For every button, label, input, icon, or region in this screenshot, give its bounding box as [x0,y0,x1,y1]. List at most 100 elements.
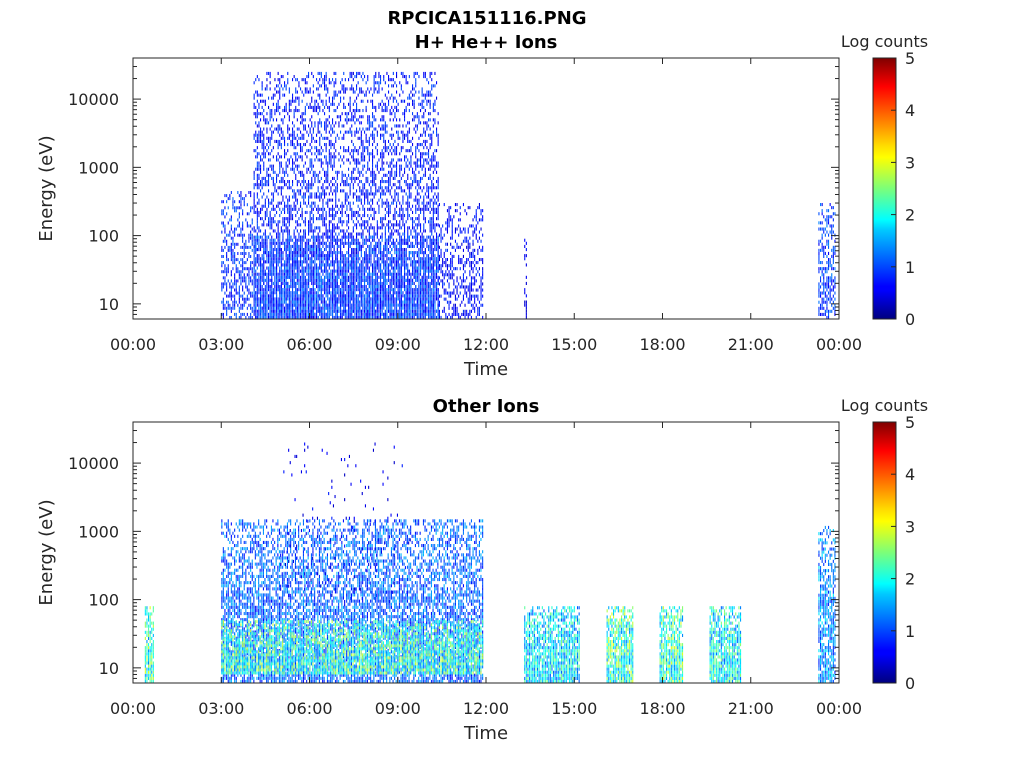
spectrogram-cell [261,312,263,316]
spectrogram-cell [304,112,306,116]
spectrogram-cell [272,294,274,298]
spectrogram-cell [320,176,322,180]
spectrogram-cell [258,136,260,140]
spectrogram-cell [328,158,330,162]
spectrogram-cell [330,102,332,106]
spectrogram-cell [349,109,351,113]
spectrogram-cell [264,297,266,301]
spectrogram-cell [298,192,300,196]
spectrogram-cell [268,303,270,307]
spectrogram-cell [300,248,302,252]
spectrogram-cell [292,189,294,193]
spectrogram-cell [272,155,274,159]
spectrogram-cell [362,204,364,208]
spectrogram-cell [322,223,324,227]
spectrogram-cell [229,194,231,198]
spectrogram-cell [370,260,372,264]
spectrogram-cell [354,109,356,113]
spectrogram-cell [397,143,399,147]
spectrogram-cell [238,288,240,292]
spectrogram-cell [431,217,433,221]
spectrogram-cell [421,105,423,109]
spectrogram-cell [322,210,324,214]
spectrogram-cell [295,164,297,168]
spectrogram-cell [293,235,295,239]
spectrogram-cell [412,217,414,221]
spectrogram-cell [277,158,279,162]
spectrogram-cell [413,71,415,75]
spectrogram-cell [418,263,420,267]
spectrogram-cell [415,161,417,165]
spectrogram-cell [328,226,330,230]
spectrogram-cell [317,121,319,125]
spectrogram-cell [287,78,289,82]
spectrogram-cell [336,248,338,252]
spectrogram-cell [272,238,274,242]
spectrogram-cell [354,75,356,79]
spectrogram-cell [266,285,268,289]
spectrogram-cell [429,75,431,79]
spectrogram-cell [381,118,383,122]
spectrogram-cell [362,189,364,193]
spectrogram-cell [338,207,340,211]
spectrogram-cell [276,251,278,255]
spectrogram-cell [423,161,425,165]
spectrogram-cell [264,278,266,282]
spectrogram-cell [324,217,326,221]
spectrogram-cell [251,316,253,319]
spectrogram-cell [232,203,234,207]
spectrogram-cell [404,229,406,233]
spectrogram-cell [394,146,396,150]
spectrogram-cell [328,229,330,233]
spectrogram-cell [261,143,263,147]
spectrogram-cell [367,223,369,227]
spectrogram-cell [399,272,401,276]
spectrogram-cell [404,99,406,103]
spectrogram-cell [272,130,274,134]
spectrogram-cell [246,203,248,207]
spectrogram-cell [238,200,240,204]
spectrogram-cell [330,155,332,159]
spectrogram-cell [250,191,252,194]
spectrogram-cell [240,279,242,283]
spectrogram-cell [333,217,335,221]
spectrogram-cell [285,170,287,174]
spectrogram-cell [384,127,386,131]
spectrogram-cell [277,257,279,261]
spectrogram-cell [418,170,420,174]
spectrogram-cell [232,242,234,246]
spectrogram-cell [261,217,263,221]
spectrogram-cell [276,102,278,106]
spectrogram-cell [367,87,369,91]
spectrogram-cell [274,189,276,193]
spectrogram-cell [300,143,302,147]
spectrogram-cell [378,170,380,174]
spectrogram-cell [282,170,284,174]
spectrogram-cell [407,207,409,211]
spectrogram-cell [304,90,306,94]
spectrogram-cell [325,84,327,88]
spectrogram-cell [232,206,234,210]
spectrogram-cell [327,269,329,273]
spectrogram-cell [300,183,302,187]
spectrogram-cell [304,192,306,196]
spectrogram-cell [416,183,418,187]
spectrogram-cell [258,214,260,218]
spectrogram-cell [384,226,386,230]
spectrogram-cell [391,158,393,162]
spectrogram-cell [248,291,250,295]
spectrogram-cell [314,229,316,233]
spectrogram-cell [277,204,279,208]
spectrogram-cell [284,306,286,310]
spectrogram-cell [397,269,399,273]
spectrogram-cell [276,297,278,301]
spectrogram-cell [232,306,234,310]
spectrogram-cell [271,260,273,264]
spectrogram-cell [226,212,228,216]
spectrogram-cell [268,180,270,184]
spectrogram-cell [263,272,265,276]
spectrogram-cell [388,207,390,211]
spectrogram-cell [253,229,255,233]
spectrogram-cell [295,99,297,103]
spectrogram-cell [372,183,374,187]
